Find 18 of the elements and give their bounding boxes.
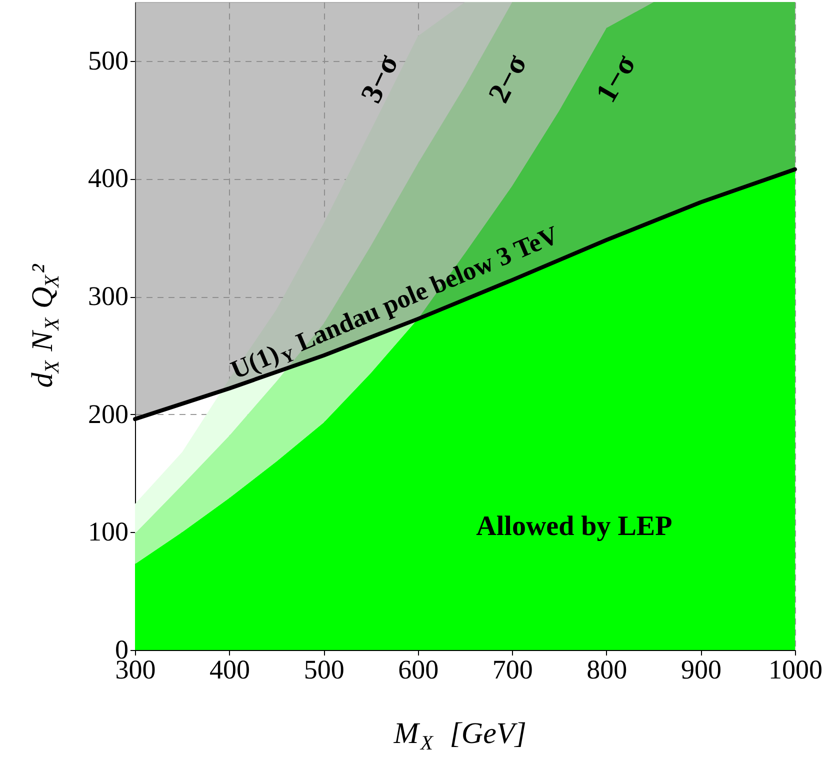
x-tick-label: 700 <box>492 654 533 684</box>
annotation: 3−σ <box>354 49 406 108</box>
y-tick-label: 300 <box>88 281 128 312</box>
x-tick-label: 900 <box>680 654 722 684</box>
y-axis-title: dX NX QX² <box>26 263 64 388</box>
annotation: Allowed by LEP <box>476 510 672 542</box>
y-tick-label: 200 <box>88 398 128 429</box>
annotation: U(1)Y Landau pole below 3 TeV <box>226 220 563 385</box>
x-tick-label: 400 <box>210 654 250 684</box>
x-tick-label: 600 <box>398 654 439 684</box>
x-tick-label: 1000 <box>768 654 822 684</box>
y-tick-label: 100 <box>88 516 128 547</box>
x-tick-label: 800 <box>586 654 628 684</box>
annotation: 2−σ <box>482 49 534 108</box>
x-tick-label: 500 <box>304 654 344 684</box>
annotation: 1−σ <box>590 49 643 108</box>
y-tick-label: 400 <box>88 163 128 194</box>
y-tick-label: 500 <box>88 45 128 76</box>
